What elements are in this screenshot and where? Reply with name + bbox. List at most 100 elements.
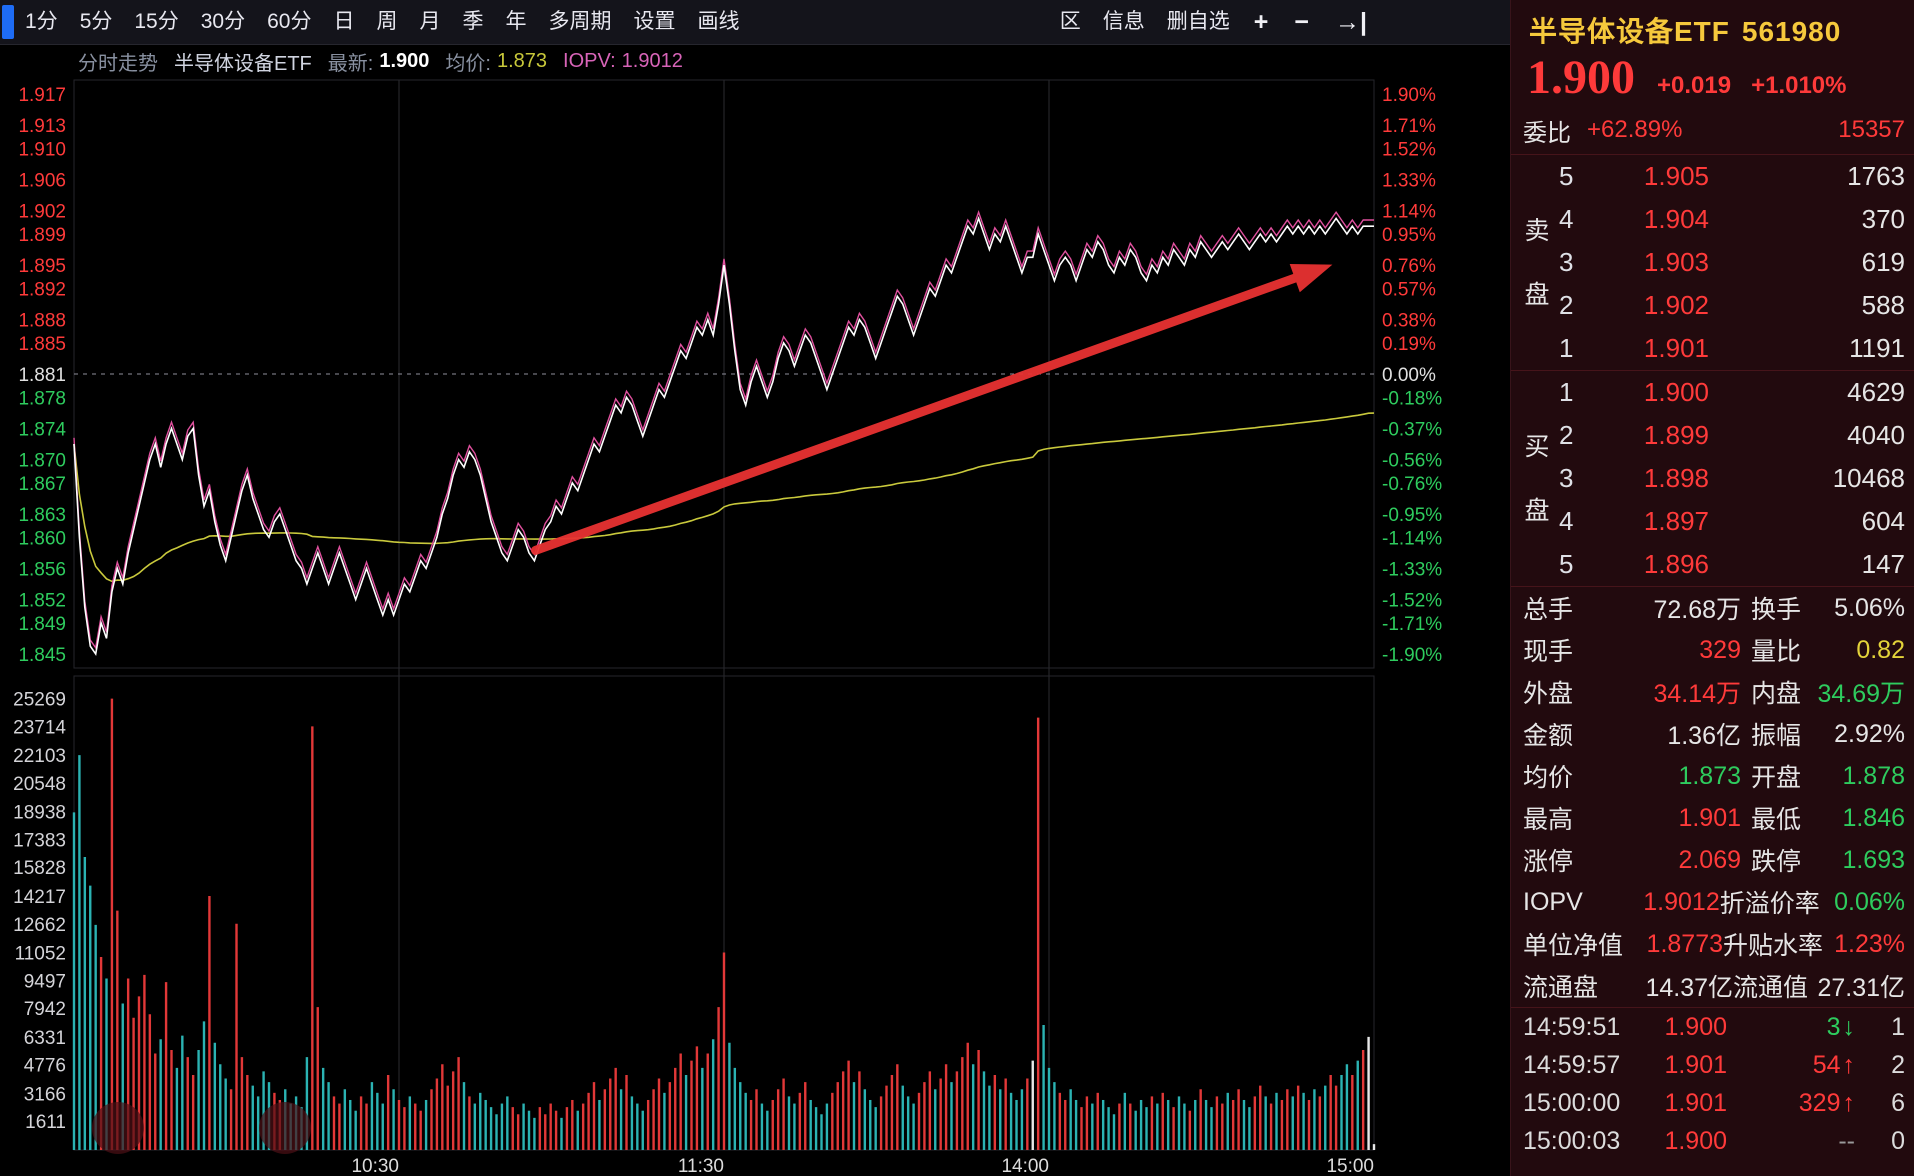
stats-row-现手: 现手 329 量比 0.82	[1511, 629, 1914, 671]
svg-text:0.57%: 0.57%	[1382, 279, 1436, 300]
stat-label: 换手	[1750, 596, 1801, 624]
book-level: 1	[1559, 333, 1574, 363]
toolbar-button-设置[interactable]: 设置	[633, 10, 676, 33]
svg-text:0.00%: 0.00%	[1382, 365, 1436, 386]
ask-row-1[interactable]: 1 1.901 1191	[1511, 327, 1914, 370]
toolbar-right-group: 区信息 删自选	[1049, 0, 1241, 44]
book-price: 1.900	[1643, 377, 1709, 407]
stat-label: 量比	[1750, 638, 1801, 666]
toolbar-button-60分[interactable]: 60分	[267, 10, 312, 33]
tick-price: 1.900	[1664, 1126, 1727, 1155]
svg-text:14217: 14217	[13, 887, 66, 908]
svg-text:3166: 3166	[24, 1084, 66, 1105]
toolbar-button-日[interactable]: 日	[333, 10, 355, 33]
chart-header-seg-1: 半导体设备ETF	[174, 52, 312, 75]
svg-text:1.852: 1.852	[18, 591, 66, 612]
toolbar-button-删自选[interactable]: 删自选	[1166, 10, 1230, 33]
svg-text:10:30: 10:30	[351, 1156, 399, 1176]
ask-row-3[interactable]: 3 1.903 619	[1511, 241, 1914, 284]
weibi-label: 委比	[1523, 119, 1571, 147]
book-level: 5	[1559, 161, 1574, 191]
svg-text:-0.56%: -0.56%	[1382, 451, 1442, 472]
stat-label: 内盘	[1750, 680, 1801, 708]
stat-value: 1.846	[1842, 803, 1905, 832]
stat-value: 34.69万	[1817, 680, 1905, 708]
svg-text:-0.76%: -0.76%	[1382, 474, 1442, 495]
bid-row-5[interactable]: 5 1.896 147	[1511, 543, 1914, 586]
svg-text:-0.95%: -0.95%	[1382, 505, 1442, 526]
toolbar-button-区[interactable]: 区	[1059, 10, 1081, 33]
stat-value: 1.8773	[1646, 929, 1724, 958]
security-title: 半导体设备ETF 561980	[1511, 0, 1914, 50]
chart-header-seg-6: IOPV:	[563, 49, 616, 72]
bid-row-3[interactable]: 3 1.898 10468	[1511, 457, 1914, 500]
stat-label: 流通盘	[1523, 974, 1599, 1002]
stat-label: 最低	[1750, 806, 1801, 834]
tick-list[interactable]: 14:59:51 1.900 3↓ 1 14:59:57 1.901 54↑ 2 15:00:0…	[1511, 1007, 1914, 1160]
stats-row-最高: 最高 1.901 最低 1.846	[1511, 797, 1914, 839]
percent-axis-right: 1.90% 1.71%1.52% 1.33% 1.14%0.95% 0.76%0.57%…	[1382, 85, 1442, 666]
book-level: 1	[1559, 377, 1574, 407]
bid-side: 1 1.900 4629 2 1.899 4040 3 1.898 10468 4 1.897 604…	[1511, 371, 1914, 586]
toolbar-button-年[interactable]: 年	[505, 10, 527, 33]
toolbar-button-季[interactable]: 季	[462, 10, 484, 33]
bid-row-4[interactable]: 4 1.897 604	[1511, 500, 1914, 543]
bid-row-2[interactable]: 2 1.899 4040	[1511, 414, 1914, 457]
stat-value: 1.873	[1678, 761, 1741, 790]
ask-row-5[interactable]: 5 1.905 1763	[1511, 155, 1914, 198]
bid-row-1[interactable]: 1 1.900 4629	[1511, 371, 1914, 414]
price-change-pct: +1.010%	[1751, 72, 1847, 99]
security-code: 561980	[1741, 16, 1842, 47]
svg-text:1.913: 1.913	[18, 116, 66, 137]
stat-label: 升贴水率	[1723, 932, 1824, 960]
tick-time: 14:59:51	[1523, 1012, 1621, 1041]
stat-label: 跌停	[1750, 848, 1801, 876]
svg-text:9497: 9497	[24, 971, 66, 992]
stat-value: 1.23%	[1834, 929, 1905, 958]
svg-text:1.71%: 1.71%	[1382, 116, 1436, 137]
toolbar-button-画线[interactable]: 画线	[697, 10, 740, 33]
up-arrow-icon: ↑	[1842, 1050, 1856, 1079]
stat-value: 27.31亿	[1817, 974, 1905, 1002]
price-change: +0.019	[1657, 72, 1732, 99]
book-volume: 10468	[1832, 463, 1905, 493]
iopv-line	[73, 210, 1374, 650]
ask-row-4[interactable]: 4 1.904 370	[1511, 198, 1914, 241]
trend-arrow-annotation[interactable]	[531, 264, 1333, 555]
toolbar-button-信息[interactable]: 信息	[1102, 10, 1145, 33]
svg-text:0.95%: 0.95%	[1382, 225, 1436, 246]
minus-icon[interactable]: −	[1294, 8, 1309, 36]
book-level: 2	[1559, 290, 1574, 320]
add-icon[interactable]: +	[1253, 8, 1269, 36]
toolbar-button-周[interactable]: 周	[376, 10, 398, 33]
chart-header-seg-4: 均价:	[445, 52, 491, 75]
toolbar-button-30分[interactable]: 30分	[200, 10, 246, 33]
toolbar-button-1分[interactable]: 1分	[25, 10, 58, 33]
toolbar-button-5分[interactable]: 5分	[79, 10, 113, 33]
toolbar-button-月[interactable]: 月	[419, 10, 441, 33]
svg-text:1.52%: 1.52%	[1382, 139, 1436, 160]
svg-text:-0.37%: -0.37%	[1382, 419, 1442, 440]
svg-text:1.860: 1.860	[18, 528, 66, 549]
svg-text:11:30: 11:30	[678, 1156, 724, 1176]
ask-row-2[interactable]: 2 1.902 588	[1511, 284, 1914, 327]
last-price-row: 1.900 +0.019 +1.010%	[1511, 50, 1914, 106]
price-line	[73, 215, 1374, 657]
book-price: 1.901	[1643, 333, 1709, 363]
tick-count: 0	[1891, 1126, 1905, 1155]
svg-text:23714: 23714	[13, 717, 66, 738]
book-volume: 588	[1861, 290, 1905, 320]
ask-side: 5 1.905 1763 4 1.904 370 3 1.903 619 2 1.902 588 1 1.…	[1511, 155, 1914, 370]
toolbar-button-多周期[interactable]: 多周期	[548, 10, 612, 33]
skip-to-end-icon[interactable]: →|	[1335, 8, 1367, 36]
chart-header: 分时走势 半导体设备ETF 最新: 1.900 均价: 1.873 IOPV: 1.9012	[0, 44, 1588, 78]
tick-count: 1	[1891, 1012, 1905, 1041]
toolbar-button-15分[interactable]: 15分	[134, 10, 179, 33]
chart-region: 1.917 1.913 1.910 1.906 1.902 1.899 1.895 1.892…	[0, 0, 1510, 1176]
stats-row-均价: 均价 1.873 开盘 1.878	[1511, 755, 1914, 797]
svg-text:0.38%: 0.38%	[1382, 311, 1436, 332]
svg-text:1.90%: 1.90%	[1382, 85, 1436, 106]
stat-value: 2.069	[1678, 845, 1741, 874]
stat-value: 1.901	[1678, 803, 1741, 832]
